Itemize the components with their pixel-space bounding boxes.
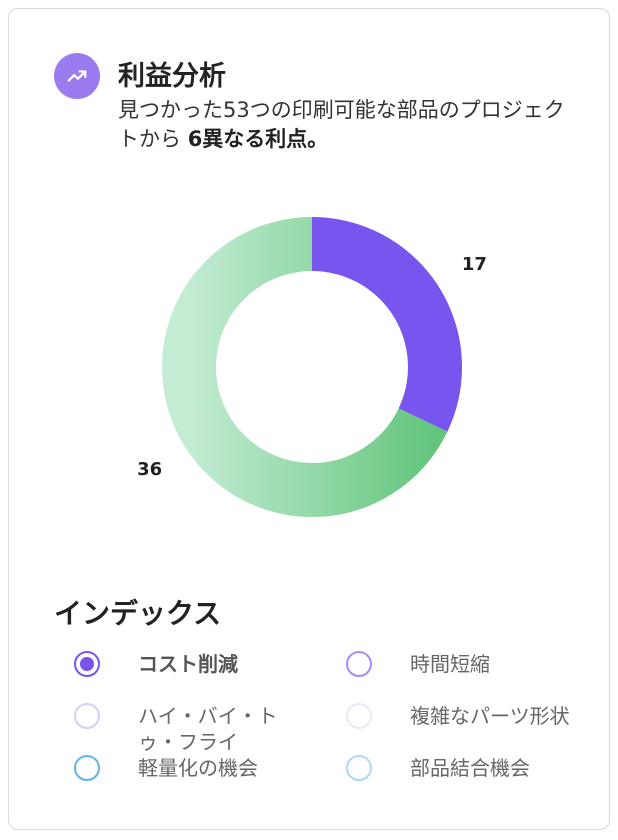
legend-item-label: ハイ・バイ・トゥ・フライ (138, 704, 278, 754)
radio-icon[interactable] (346, 755, 372, 781)
radio-icon[interactable] (74, 755, 100, 781)
legend-item[interactable]: ハイ・バイ・トゥ・フライ (74, 703, 308, 755)
donut-slice-label: 36 (137, 459, 162, 480)
legend-item[interactable]: 軽量化の機会 (74, 755, 308, 781)
legend-title: インデックス (54, 597, 222, 630)
radio-selected-icon[interactable] (74, 651, 100, 677)
radio-icon[interactable] (346, 651, 372, 677)
legend-item[interactable]: 複雑なパーツ形状 (346, 703, 580, 729)
subtitle-highlight: 6異なる利点。 (187, 127, 329, 151)
trending-up-icon (54, 53, 100, 99)
donut-slice-label: 17 (462, 254, 487, 275)
legend-item[interactable]: 部品結合機会 (346, 755, 580, 781)
benefit-analysis-card (8, 8, 610, 830)
legend-item-label: 複雑なパーツ形状 (410, 704, 570, 728)
legend-item[interactable]: コスト削減 (74, 651, 308, 677)
page-subtitle: 見つかった53つの印刷可能な部品のプロジェクトから 6異なる利点。 (118, 96, 568, 154)
legend-item[interactable]: 時間短縮 (346, 651, 580, 677)
legend-item-label: 時間短縮 (410, 652, 490, 676)
legend-item-label: 軽量化の機会 (138, 756, 258, 780)
donut-slice-1[interactable] (162, 217, 462, 517)
subtitle-text: 見つかった53つの印刷可能な部品のプロジェクトから (118, 98, 565, 151)
radio-icon[interactable] (74, 703, 100, 729)
legend-item-label: コスト削減 (138, 652, 238, 676)
radio-icon[interactable] (346, 703, 372, 729)
legend-item-label: 部品結合機会 (410, 756, 530, 780)
page-title: 利益分析 (118, 61, 226, 92)
